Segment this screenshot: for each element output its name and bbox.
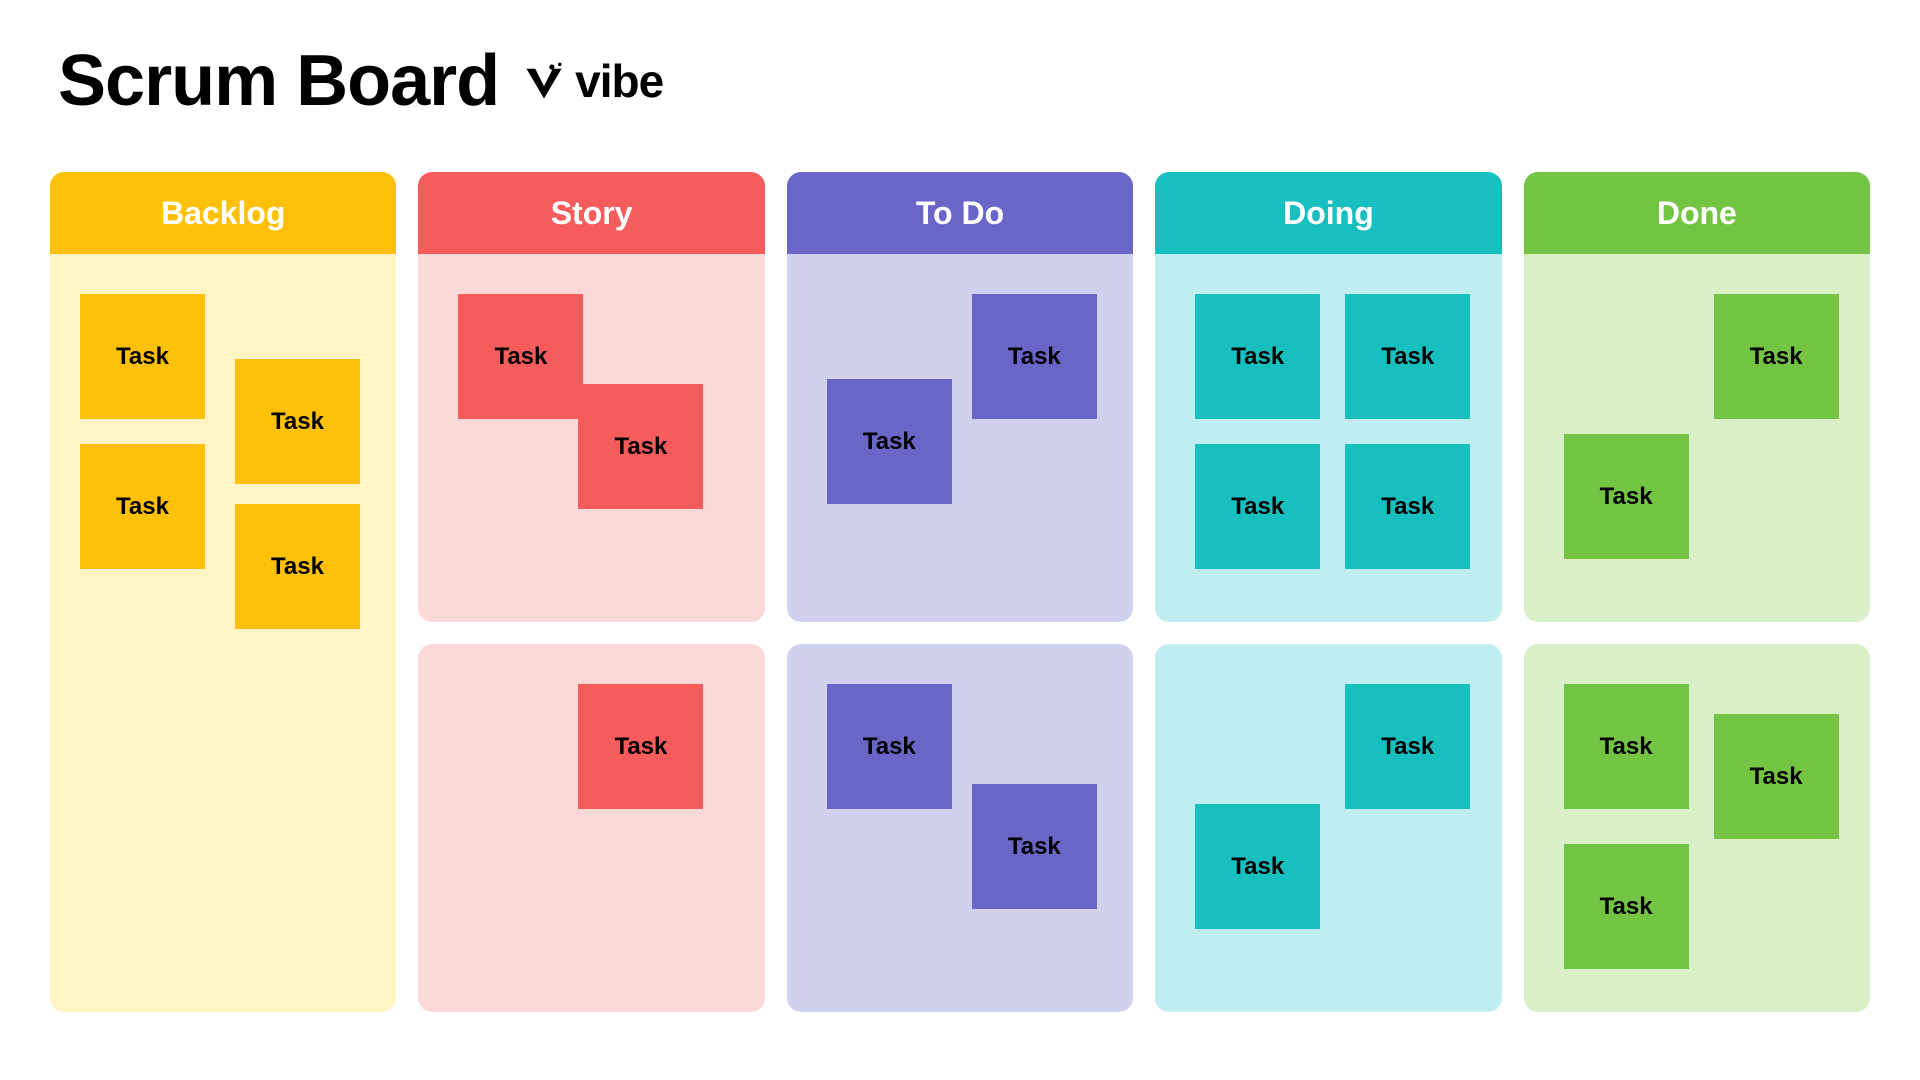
- column-story: StoryTaskTaskTask: [418, 172, 764, 1012]
- column-section[interactable]: Task: [418, 644, 764, 1012]
- column-section[interactable]: TaskTask: [418, 254, 764, 622]
- brand-name: vibe: [575, 54, 663, 108]
- column-sections: TaskTaskTaskTaskTaskTask: [1155, 254, 1501, 1012]
- task-card[interactable]: Task: [1564, 684, 1689, 809]
- task-card[interactable]: Task: [1195, 444, 1320, 569]
- column-doing: DoingTaskTaskTaskTaskTaskTask: [1155, 172, 1501, 1012]
- task-card[interactable]: Task: [972, 294, 1097, 419]
- column-section[interactable]: TaskTaskTaskTask: [50, 254, 396, 1012]
- column-done: DoneTaskTaskTaskTaskTask: [1524, 172, 1870, 1012]
- brand-logo: vibe: [523, 54, 663, 108]
- task-card[interactable]: Task: [1345, 294, 1470, 419]
- task-card[interactable]: Task: [972, 784, 1097, 909]
- task-card[interactable]: Task: [827, 379, 952, 504]
- scrum-board-page: Scrum Board vibe BacklogTaskTaskTaskTask…: [0, 0, 1920, 1012]
- column-section[interactable]: TaskTask: [1524, 254, 1870, 622]
- task-card[interactable]: Task: [80, 444, 205, 569]
- title-row: Scrum Board vibe: [50, 40, 1870, 122]
- task-card[interactable]: Task: [80, 294, 205, 419]
- task-card[interactable]: Task: [1564, 844, 1689, 969]
- column-section[interactable]: TaskTaskTaskTask: [1155, 254, 1501, 622]
- column-section[interactable]: TaskTask: [787, 254, 1133, 622]
- column-section[interactable]: TaskTask: [1155, 644, 1501, 1012]
- task-card[interactable]: Task: [1714, 294, 1839, 419]
- column-todo: To DoTaskTaskTaskTask: [787, 172, 1133, 1012]
- task-card[interactable]: Task: [1195, 294, 1320, 419]
- column-header-done: Done: [1524, 172, 1870, 254]
- page-title: Scrum Board: [58, 40, 499, 122]
- column-section[interactable]: TaskTaskTask: [1524, 644, 1870, 1012]
- kanban-board: BacklogTaskTaskTaskTaskStoryTaskTaskTask…: [50, 172, 1870, 1012]
- column-backlog: BacklogTaskTaskTaskTask: [50, 172, 396, 1012]
- task-card[interactable]: Task: [1345, 684, 1470, 809]
- task-card[interactable]: Task: [1195, 804, 1320, 929]
- vibe-logo-icon: [523, 60, 565, 102]
- task-card[interactable]: Task: [1345, 444, 1470, 569]
- task-card[interactable]: Task: [458, 294, 583, 419]
- task-card[interactable]: Task: [1714, 714, 1839, 839]
- column-sections: TaskTaskTaskTask: [50, 254, 396, 1012]
- column-sections: TaskTaskTask: [418, 254, 764, 1012]
- column-header-backlog: Backlog: [50, 172, 396, 254]
- column-header-doing: Doing: [1155, 172, 1501, 254]
- task-card[interactable]: Task: [578, 384, 703, 509]
- column-header-story: Story: [418, 172, 764, 254]
- task-card[interactable]: Task: [1564, 434, 1689, 559]
- task-card[interactable]: Task: [827, 684, 952, 809]
- column-sections: TaskTaskTaskTask: [787, 254, 1133, 1012]
- column-header-todo: To Do: [787, 172, 1133, 254]
- task-card[interactable]: Task: [235, 359, 360, 484]
- task-card[interactable]: Task: [578, 684, 703, 809]
- column-sections: TaskTaskTaskTaskTask: [1524, 254, 1870, 1012]
- column-section[interactable]: TaskTask: [787, 644, 1133, 1012]
- task-card[interactable]: Task: [235, 504, 360, 629]
